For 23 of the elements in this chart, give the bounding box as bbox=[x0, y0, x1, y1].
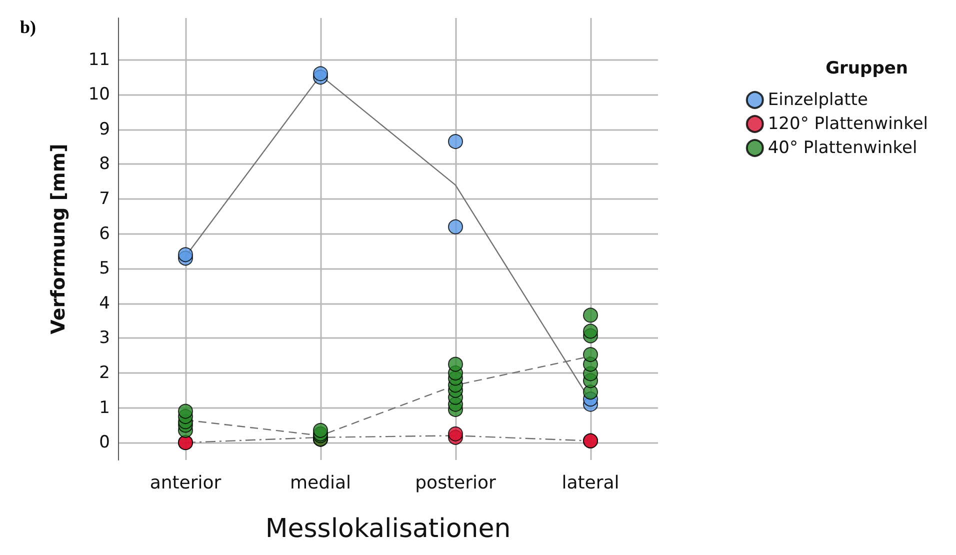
y-tick-label: 8 bbox=[99, 154, 110, 174]
y-tick-label: 11 bbox=[88, 50, 110, 70]
y-tick-label: 3 bbox=[99, 328, 110, 348]
x-tick-label: posterior bbox=[415, 472, 496, 494]
y-tick-label: 10 bbox=[88, 84, 110, 105]
text: b) bbox=[20, 17, 36, 37]
legend-title: Gruppen bbox=[826, 58, 908, 78]
legend-label: 120° Plattenwinkel bbox=[768, 114, 928, 134]
y-tick-label: 6 bbox=[99, 224, 110, 244]
x-tick-label: anterior bbox=[150, 472, 222, 494]
x-axis-title: Messlokalisationen bbox=[265, 514, 511, 544]
x-tick-label: lateral bbox=[562, 472, 620, 494]
y-tick-label: 5 bbox=[99, 258, 110, 279]
y-tick-label: 9 bbox=[99, 119, 110, 140]
legend-label: 40° Plattenwinkel bbox=[768, 138, 918, 158]
y-tick-label: 1 bbox=[99, 398, 110, 418]
legend-label: Einzelplatte bbox=[768, 90, 868, 110]
x-tick-label: medial bbox=[290, 472, 352, 494]
y-tick-label: 7 bbox=[99, 188, 110, 209]
y-axis-title: Verformung [mm] bbox=[48, 144, 70, 334]
y-tick-label: 0 bbox=[99, 432, 110, 453]
y-tick-label: 4 bbox=[99, 293, 110, 314]
y-tick-label: 2 bbox=[99, 362, 110, 383]
